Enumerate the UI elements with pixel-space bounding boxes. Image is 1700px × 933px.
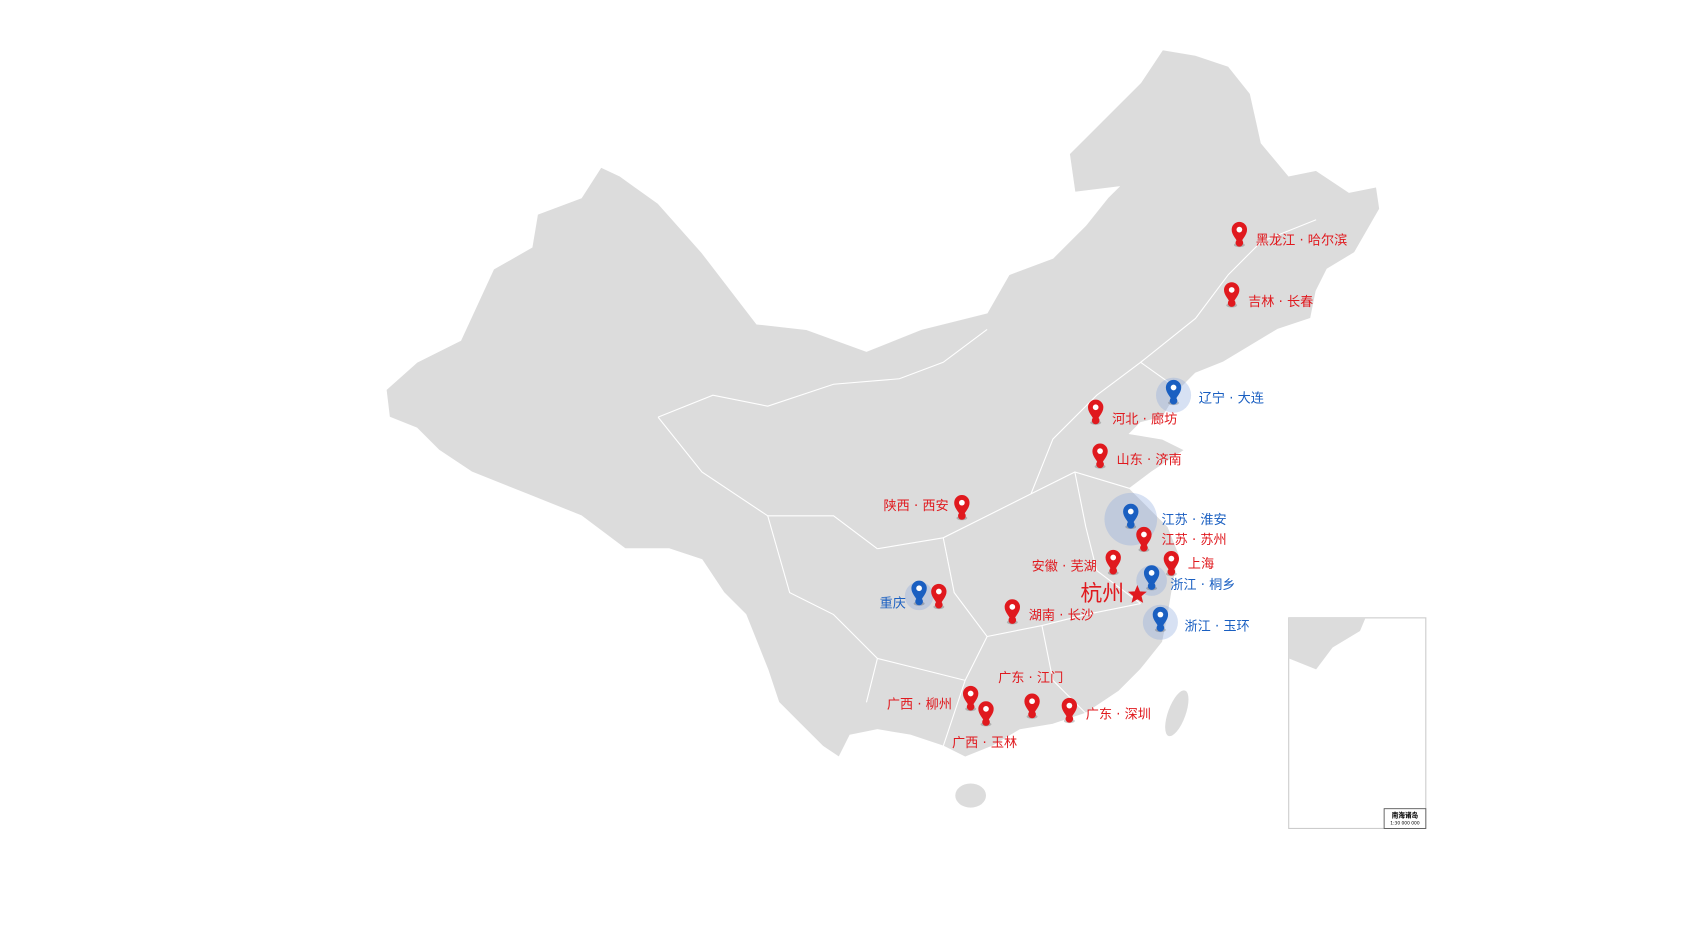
pin xyxy=(1143,565,1160,589)
marker-label: 江苏 · 淮安 xyxy=(1161,512,1226,528)
marker-label: 上海 xyxy=(1188,556,1214,572)
marker-label: 广东 · 深圳 xyxy=(1086,706,1151,722)
pin-base xyxy=(966,702,975,711)
pin-base xyxy=(1227,299,1236,307)
pin-dot xyxy=(1066,702,1073,709)
pin-dot xyxy=(1148,570,1155,576)
marker-label: 黑龙江 · 哈尔滨 xyxy=(1256,233,1347,249)
pin-dot xyxy=(1110,554,1117,561)
pin-base xyxy=(1156,623,1165,632)
pin xyxy=(1061,697,1078,721)
marker-label: 山东 · 济南 xyxy=(1117,452,1182,468)
pin-base xyxy=(1126,520,1135,529)
south-sea-inset: 南海诸岛 1:30 000 000 xyxy=(1288,617,1427,829)
pin-dot xyxy=(967,690,974,697)
pin-dot xyxy=(1228,287,1235,293)
pin-base xyxy=(1091,416,1100,425)
pin-dot xyxy=(959,499,965,506)
pin xyxy=(1165,379,1182,403)
marker-label: 广西 · 玉林 xyxy=(952,735,1017,751)
pin-dot xyxy=(1157,611,1164,618)
pin-dot xyxy=(1236,226,1243,233)
pin xyxy=(931,583,947,607)
star xyxy=(1127,584,1147,603)
marker-label: 湖南 · 长沙 xyxy=(1029,608,1094,624)
pin-dot xyxy=(1170,384,1177,391)
pin-dot xyxy=(1097,448,1103,454)
pin-base xyxy=(1167,567,1176,576)
marker-label: 广东 · 江门 xyxy=(998,670,1063,686)
pin xyxy=(1088,399,1104,423)
pin xyxy=(1136,526,1152,550)
pin-base xyxy=(1008,616,1017,624)
pin xyxy=(1004,599,1020,623)
pin xyxy=(1123,503,1139,527)
china-outline xyxy=(385,49,1381,758)
pin xyxy=(1163,550,1180,574)
marker-label: 江苏 · 苏州 xyxy=(1161,532,1226,548)
pin-base xyxy=(958,512,966,520)
pin xyxy=(1092,443,1108,467)
pin xyxy=(1105,549,1121,573)
pin-base xyxy=(1147,582,1156,590)
marker-label: 吉林 · 长春 xyxy=(1248,294,1313,310)
hainan xyxy=(955,783,986,808)
taiwan xyxy=(1165,690,1189,737)
marker-label: 重庆 xyxy=(880,596,906,612)
pin-dot xyxy=(1092,404,1099,411)
pin-dot xyxy=(916,585,922,592)
pin-base xyxy=(935,600,943,609)
pin-base xyxy=(915,597,923,606)
pin-base xyxy=(1065,714,1074,723)
pin-dot xyxy=(1009,604,1016,610)
pin-dot xyxy=(983,706,989,712)
pin-base xyxy=(1235,238,1244,247)
marker-label: 杭州 xyxy=(1080,582,1124,607)
pin xyxy=(911,580,927,604)
pin xyxy=(978,701,994,725)
pin-dot xyxy=(935,588,942,595)
pin-dot xyxy=(1127,508,1134,515)
marker-label: 浙江 · 玉环 xyxy=(1185,619,1250,635)
marker-label: 广西 · 柳州 xyxy=(887,697,952,713)
pin xyxy=(1224,282,1240,306)
marker-label: 河北 · 廊坊 xyxy=(1112,410,1177,427)
inset-title: 南海诸岛 xyxy=(1392,810,1419,819)
marker-label: 辽宁 · 大连 xyxy=(1199,389,1264,406)
marker-label: 安徽 · 芜湖 xyxy=(1032,558,1097,574)
pin-base xyxy=(1109,566,1118,575)
inset-scale: 1:30 000 000 xyxy=(1390,820,1420,826)
pin xyxy=(962,685,979,709)
marker-label: 浙江 · 桐乡 xyxy=(1170,577,1235,593)
pin xyxy=(1024,693,1040,717)
pin-base xyxy=(982,718,990,726)
pin xyxy=(1231,221,1248,245)
pin-base xyxy=(1028,710,1036,719)
marker-label: 陕西 · 西安 xyxy=(884,498,949,514)
pin-base xyxy=(1169,396,1178,405)
pin-dot xyxy=(1168,555,1175,562)
pin xyxy=(1152,606,1169,630)
pin-dot xyxy=(1029,698,1035,705)
pin-base xyxy=(1096,460,1104,469)
pin xyxy=(954,495,970,519)
pin-base xyxy=(1140,543,1148,552)
pin-dot xyxy=(1141,531,1147,538)
